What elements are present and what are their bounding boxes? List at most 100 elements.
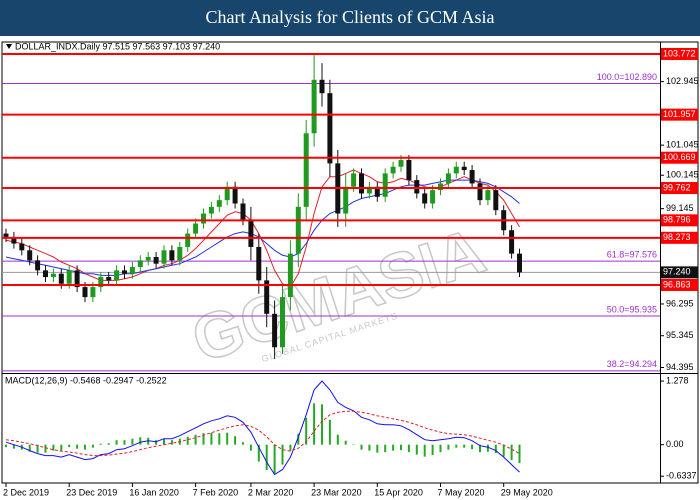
candle-body (327, 93, 333, 164)
candle-body (240, 203, 246, 221)
histogram-bar (289, 444, 292, 451)
histogram-bar (115, 440, 118, 445)
candle-body (319, 79, 325, 94)
candle-body (145, 256, 151, 261)
x-tick-label: 23 Dec 2019 (66, 487, 117, 497)
candle-body (477, 183, 483, 201)
histogram-bar (60, 444, 63, 451)
candle-body (461, 166, 467, 171)
histogram-bar (194, 434, 197, 445)
candle-body (185, 233, 191, 247)
candle-body (90, 287, 96, 298)
histogram-bar (234, 436, 237, 445)
level-label-box (661, 231, 698, 244)
y-tick-label: 96.295 (666, 298, 694, 308)
candle-body (27, 250, 33, 261)
candle-body (493, 190, 499, 211)
histogram-bar (502, 444, 505, 457)
candle-body (137, 260, 143, 268)
histogram-bar (305, 417, 308, 445)
candle-body (414, 180, 420, 194)
histogram-bar (423, 444, 426, 457)
candle-body (248, 220, 254, 247)
candle-body (351, 173, 357, 187)
histogram-bar (91, 444, 94, 448)
histogram-bar (131, 438, 134, 445)
last-price-label: 97.240 (663, 267, 691, 277)
histogram-bar (479, 444, 481, 453)
candle-body (3, 233, 9, 237)
candle-body (272, 313, 278, 348)
y-tick-label: 1.278 (666, 375, 689, 385)
y-tick-label: 0.00 (666, 439, 684, 449)
candle-body (287, 253, 293, 298)
signal-line (5, 410, 520, 457)
candle-body (224, 186, 230, 201)
histogram-bar (336, 434, 339, 445)
histogram-bar (163, 438, 165, 445)
histogram-bar (242, 442, 244, 445)
histogram-bar (99, 443, 102, 445)
x-tick-label: 29 May 2020 (501, 487, 553, 497)
fib-label: 100.0=102.890 (597, 72, 657, 82)
candle-body (66, 270, 72, 284)
level-label-box (661, 278, 698, 291)
level-label: 98.796 (663, 215, 691, 225)
histogram-bar (471, 444, 474, 450)
candle-body (374, 186, 380, 197)
candle-body (295, 206, 301, 254)
y-tick-label: 99.145 (666, 203, 694, 213)
candle-body (50, 273, 56, 278)
candle-body (406, 160, 412, 181)
candle-body (122, 270, 127, 274)
histogram-bar (5, 444, 7, 448)
symbol-arrow (6, 44, 12, 49)
candle-body (114, 270, 120, 281)
histogram-bar (447, 444, 450, 450)
candle-body (438, 183, 443, 191)
candle-body (509, 230, 515, 254)
level-label: 96.863 (663, 279, 691, 289)
candle-body (129, 267, 135, 274)
candle-body (517, 253, 522, 273)
level-label: 103.772 (663, 48, 696, 58)
candle-body (422, 193, 428, 204)
fib-label: 50.0=95.935 (607, 304, 657, 314)
histogram-bar (368, 444, 371, 451)
histogram-bar (107, 443, 110, 445)
candle-body (82, 287, 88, 298)
candle-body (398, 160, 404, 167)
candle-body (58, 273, 64, 284)
histogram-bar (273, 444, 276, 475)
histogram-bar (510, 444, 513, 461)
candle-body (106, 277, 112, 281)
level-label-box (661, 182, 698, 195)
histogram-bar (328, 419, 331, 445)
histogram-bar (68, 444, 71, 448)
candle-body (19, 243, 25, 251)
histogram-bar (36, 444, 39, 453)
x-tick-label: 15 Apr 2020 (374, 487, 423, 497)
macd-header: MACD(12,26,9) -0.5468 -0.2947 -0.2522 (5, 375, 167, 385)
candle-body (485, 190, 491, 201)
candle-body (469, 170, 475, 184)
fib-label: 61.8=97.576 (607, 250, 657, 260)
histogram-bar (257, 444, 260, 462)
x-tick-label: 7 Feb 2020 (193, 487, 239, 497)
histogram-bar (463, 444, 466, 448)
candle-body (430, 190, 436, 204)
chart-title: Chart Analysis for Clients of GCM Asia (206, 7, 495, 27)
x-tick-label: 7 May 2020 (438, 487, 485, 497)
candle-body (311, 79, 317, 134)
candle-body (343, 186, 349, 214)
candle-body (366, 186, 372, 194)
histogram-bar (12, 444, 15, 449)
candle-body (280, 297, 285, 348)
histogram-bar (249, 444, 252, 451)
candle-body (35, 260, 41, 271)
histogram-bar (28, 444, 31, 452)
histogram-bar (360, 444, 363, 450)
candle-body (161, 250, 167, 264)
x-tick-label: 16 Jan 2020 (129, 487, 179, 497)
y-tick-label: 94.395 (666, 362, 694, 372)
